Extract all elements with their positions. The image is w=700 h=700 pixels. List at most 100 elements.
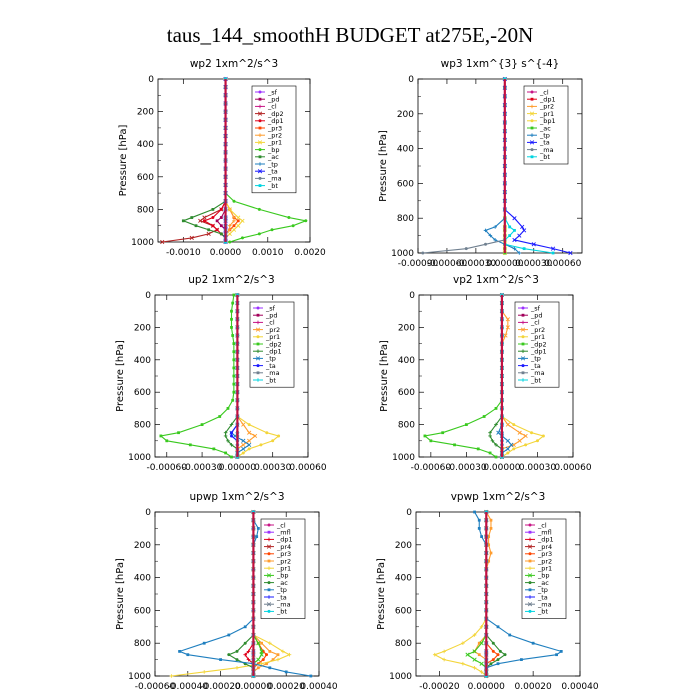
data-point — [512, 246, 517, 251]
data-point — [230, 431, 233, 435]
data-point — [247, 438, 252, 443]
data-point — [488, 451, 492, 455]
data-point — [231, 398, 235, 402]
legend-label: _cl — [267, 103, 277, 111]
legend-marker — [530, 97, 534, 101]
data-point — [232, 366, 236, 370]
data-point — [482, 415, 486, 418]
x-tick-label: -0.00090 — [398, 259, 439, 269]
x-tick-label: 0.00060 — [544, 259, 581, 269]
x-tick-label: -0.00030 — [182, 463, 223, 473]
data-point — [506, 451, 510, 455]
data-point — [255, 535, 259, 538]
legend-label: _pr1 — [267, 139, 282, 147]
data-point — [517, 438, 522, 443]
y-tick-label: 0 — [409, 291, 415, 301]
data-point — [488, 233, 493, 238]
legend-marker — [258, 126, 262, 130]
y-axis-label: Pressure [hPa] — [115, 340, 126, 412]
data-point — [489, 662, 493, 666]
legend-marker — [521, 335, 525, 339]
data-point — [232, 293, 236, 297]
data-point — [483, 228, 488, 233]
data-point — [498, 649, 502, 653]
y-axis-label: Pressure [hPa] — [376, 558, 387, 630]
y-tick-label: 400 — [137, 140, 154, 150]
legend-marker — [266, 573, 272, 578]
data-point — [257, 207, 261, 211]
data-point — [559, 650, 563, 653]
legend-label: _ma — [537, 601, 552, 609]
y-tick-label: 600 — [397, 179, 414, 189]
legend-label: _sf — [530, 304, 541, 312]
x-tick-label: 0.00060 — [554, 463, 591, 473]
legend-label: _pr4 — [537, 543, 552, 551]
data-point — [241, 442, 246, 447]
legend-label: _ta — [530, 362, 541, 370]
legend-marker — [267, 552, 271, 556]
data-point — [476, 447, 480, 451]
data-point — [268, 650, 272, 653]
x-tick-label: -0.00020 — [419, 682, 460, 692]
data-point — [484, 242, 488, 246]
legend-marker — [258, 155, 262, 159]
legend-label: _sf — [267, 88, 278, 96]
data-point — [508, 225, 512, 229]
legend-marker — [258, 119, 262, 123]
data-point — [232, 390, 236, 394]
y-tick-label: 1000 — [392, 453, 415, 463]
data-point — [223, 434, 228, 438]
legend-label: _cl — [530, 319, 540, 327]
data-point — [246, 657, 251, 662]
data-point — [531, 641, 535, 645]
legend-label: _pr2 — [267, 132, 282, 140]
data-point — [232, 350, 236, 354]
data-point — [259, 649, 264, 654]
legend-label: _dp1 — [276, 536, 293, 544]
y-tick-label: 400 — [134, 574, 151, 584]
x-tick-label: -0.00040 — [168, 682, 209, 692]
data-point — [226, 407, 230, 410]
data-point — [232, 215, 236, 220]
legend-label: _tp — [276, 586, 287, 594]
legend-marker — [528, 595, 532, 599]
legend-marker — [256, 335, 260, 339]
legend-marker — [530, 104, 534, 109]
budget-panel-5: upwp 1xm^2/s^3 Pressure [hPa] 0 200 400 600 80… — [115, 491, 338, 692]
legend-marker — [528, 588, 532, 592]
data-point — [505, 317, 510, 322]
data-point — [568, 250, 573, 256]
data-point — [243, 625, 247, 629]
data-point — [247, 423, 251, 427]
data-point — [517, 233, 522, 238]
legend-marker — [521, 320, 525, 325]
data-point — [479, 661, 484, 666]
legend-marker — [256, 349, 260, 353]
legend-label: _bt — [276, 608, 287, 616]
legend-marker — [258, 97, 262, 101]
legend-marker — [521, 378, 525, 382]
data-point — [227, 231, 232, 236]
data-point — [530, 431, 534, 435]
budget-panel-6: vpwp 1xm^2/s^3 Pressure [hPa] 0 200 400 600 80… — [376, 491, 599, 692]
data-point — [202, 215, 207, 220]
data-point — [268, 666, 272, 670]
data-point — [281, 649, 285, 654]
data-point — [461, 641, 465, 645]
data-point — [287, 216, 291, 220]
data-point — [241, 422, 246, 427]
data-point — [479, 625, 484, 629]
legend-marker — [520, 327, 526, 332]
y-tick-label: 0 — [145, 291, 151, 301]
legend-label: _pr2 — [537, 557, 552, 565]
y-tick-label: 200 — [134, 323, 151, 333]
legend-label: _ta — [537, 593, 548, 601]
data-point — [200, 423, 204, 426]
data-point — [235, 649, 239, 653]
data-point — [421, 251, 425, 255]
data-point — [512, 216, 517, 221]
data-point — [541, 434, 545, 438]
x-tick-label: -0.00060 — [427, 259, 468, 269]
data-point — [229, 422, 234, 427]
y-tick-label: 600 — [137, 173, 154, 183]
